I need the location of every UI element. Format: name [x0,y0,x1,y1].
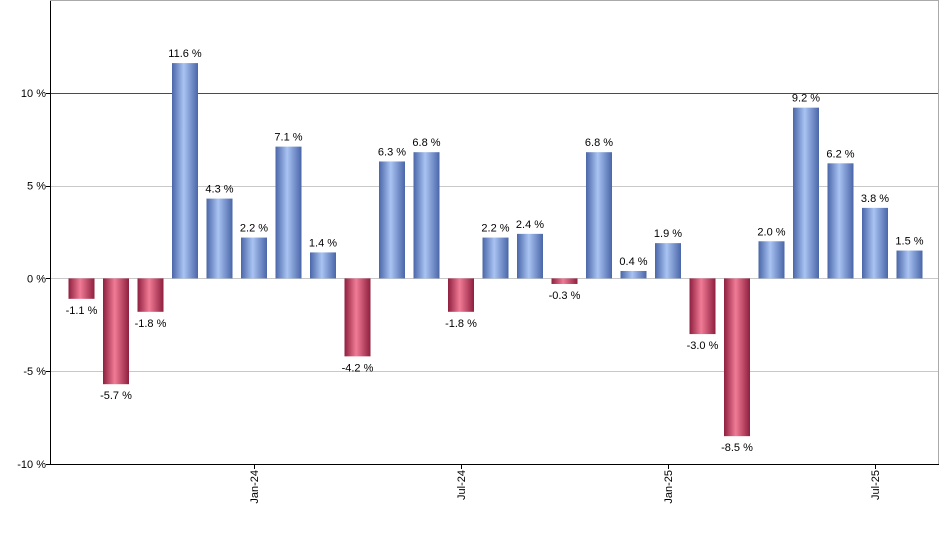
bar-value-label: 9.2 % [792,93,820,105]
bar [620,270,647,279]
bar-value-label: 2.2 % [240,223,268,235]
x-tick-label: Jul-24 [456,470,468,500]
bar [241,237,267,279]
bar [275,146,302,279]
bar [379,161,405,279]
bar [793,107,819,279]
bar [413,152,440,279]
y-tick-label: 10 % [21,88,46,100]
data-labels: -1.1 % -5.7 % -1.8 % 11.6 % 4.3 % 2.2 % 7.1 % 1… [17,48,924,504]
y-tick-label: -10 % [17,459,46,471]
bar-value-label: 0.4 % [619,256,647,268]
bar-value-label: 6.3 % [378,146,406,158]
bar-value-label: 6.8 % [585,137,613,149]
bar [206,198,233,279]
bar-value-label: -3.0 % [687,340,719,352]
bar [862,207,888,279]
bar-value-label: 4.3 % [205,184,233,196]
bar-value-label: -0.3 % [549,290,581,302]
bar-value-label: 1.4 % [309,237,337,249]
bar [896,250,923,279]
bar [68,278,95,299]
y-tick-label: 5 % [27,181,46,193]
bar [827,163,854,279]
bar-value-label: 1.9 % [654,228,682,240]
bar [655,243,681,279]
x-tick-label: Jan-25 [663,470,675,504]
bar-value-label: -1.1 % [66,305,98,317]
bar-value-label: 2.2 % [481,223,509,235]
x-tick-label: Jul-25 [870,470,882,500]
bars [68,63,923,437]
bar-value-label: 6.2 % [826,148,854,160]
bar [482,237,509,279]
bar [137,278,164,312]
bar [448,278,474,312]
bar [758,241,785,279]
bar-value-label: -1.8 % [445,318,477,330]
bar-value-label: 1.5 % [895,236,923,248]
bar-value-label: -4.2 % [342,362,374,374]
bar [172,63,198,279]
bar-value-label: 7.1 % [274,132,302,144]
bar-value-label: -8.5 % [721,442,753,454]
bar [310,252,336,279]
bar [724,278,750,437]
bar-value-label: 3.8 % [861,193,889,205]
bar-value-label: 2.0 % [757,226,785,238]
bar-value-label: -1.8 % [135,318,167,330]
y-tick-label: -5 % [23,366,46,378]
bar [103,278,129,385]
y-tick-label: 0 % [27,273,46,285]
bar-value-label: 6.8 % [412,137,440,149]
bar [586,152,612,279]
bar-value-label: -5.7 % [100,390,132,402]
axes [46,0,939,469]
bar [517,233,543,279]
bar-value-label: 11.6 % [168,48,202,60]
bar [551,278,578,284]
x-tick-label: Jan-24 [249,470,261,504]
bar [689,278,716,335]
bar [344,278,371,357]
bar-value-label: 2.4 % [516,219,544,231]
